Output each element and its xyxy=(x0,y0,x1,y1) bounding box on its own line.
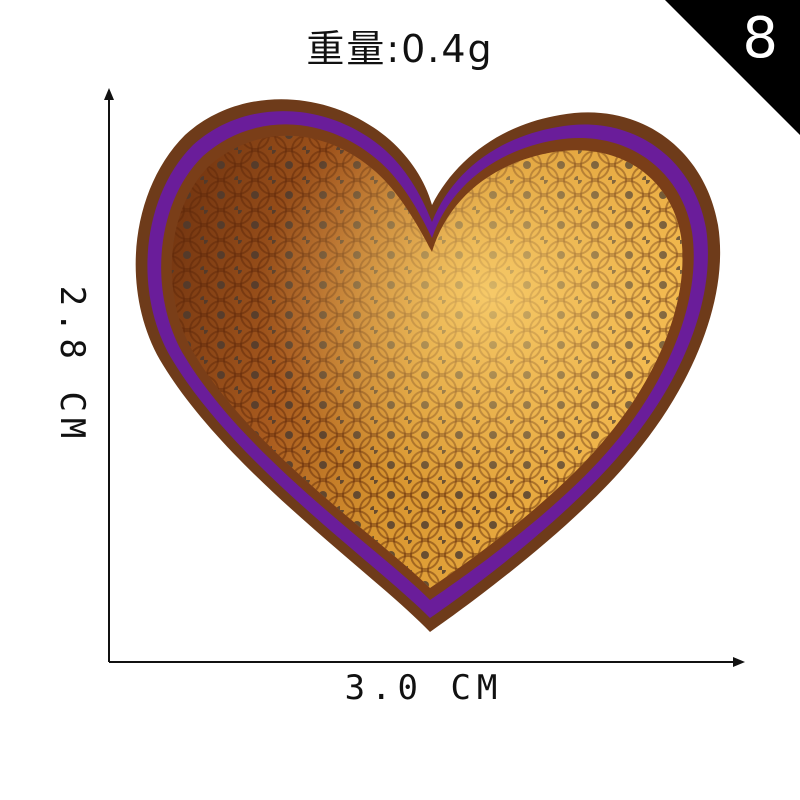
corner-badge-triangle xyxy=(665,0,800,135)
height-dimension-label: 2.8 CM xyxy=(52,285,92,445)
weight-label: 重量:0.4g xyxy=(306,27,494,71)
heart-patch xyxy=(135,99,721,632)
dimension-axes xyxy=(104,88,745,667)
corner-badge-number: 8 xyxy=(742,6,778,71)
width-dimension-label: 3.0 CM xyxy=(344,668,504,708)
